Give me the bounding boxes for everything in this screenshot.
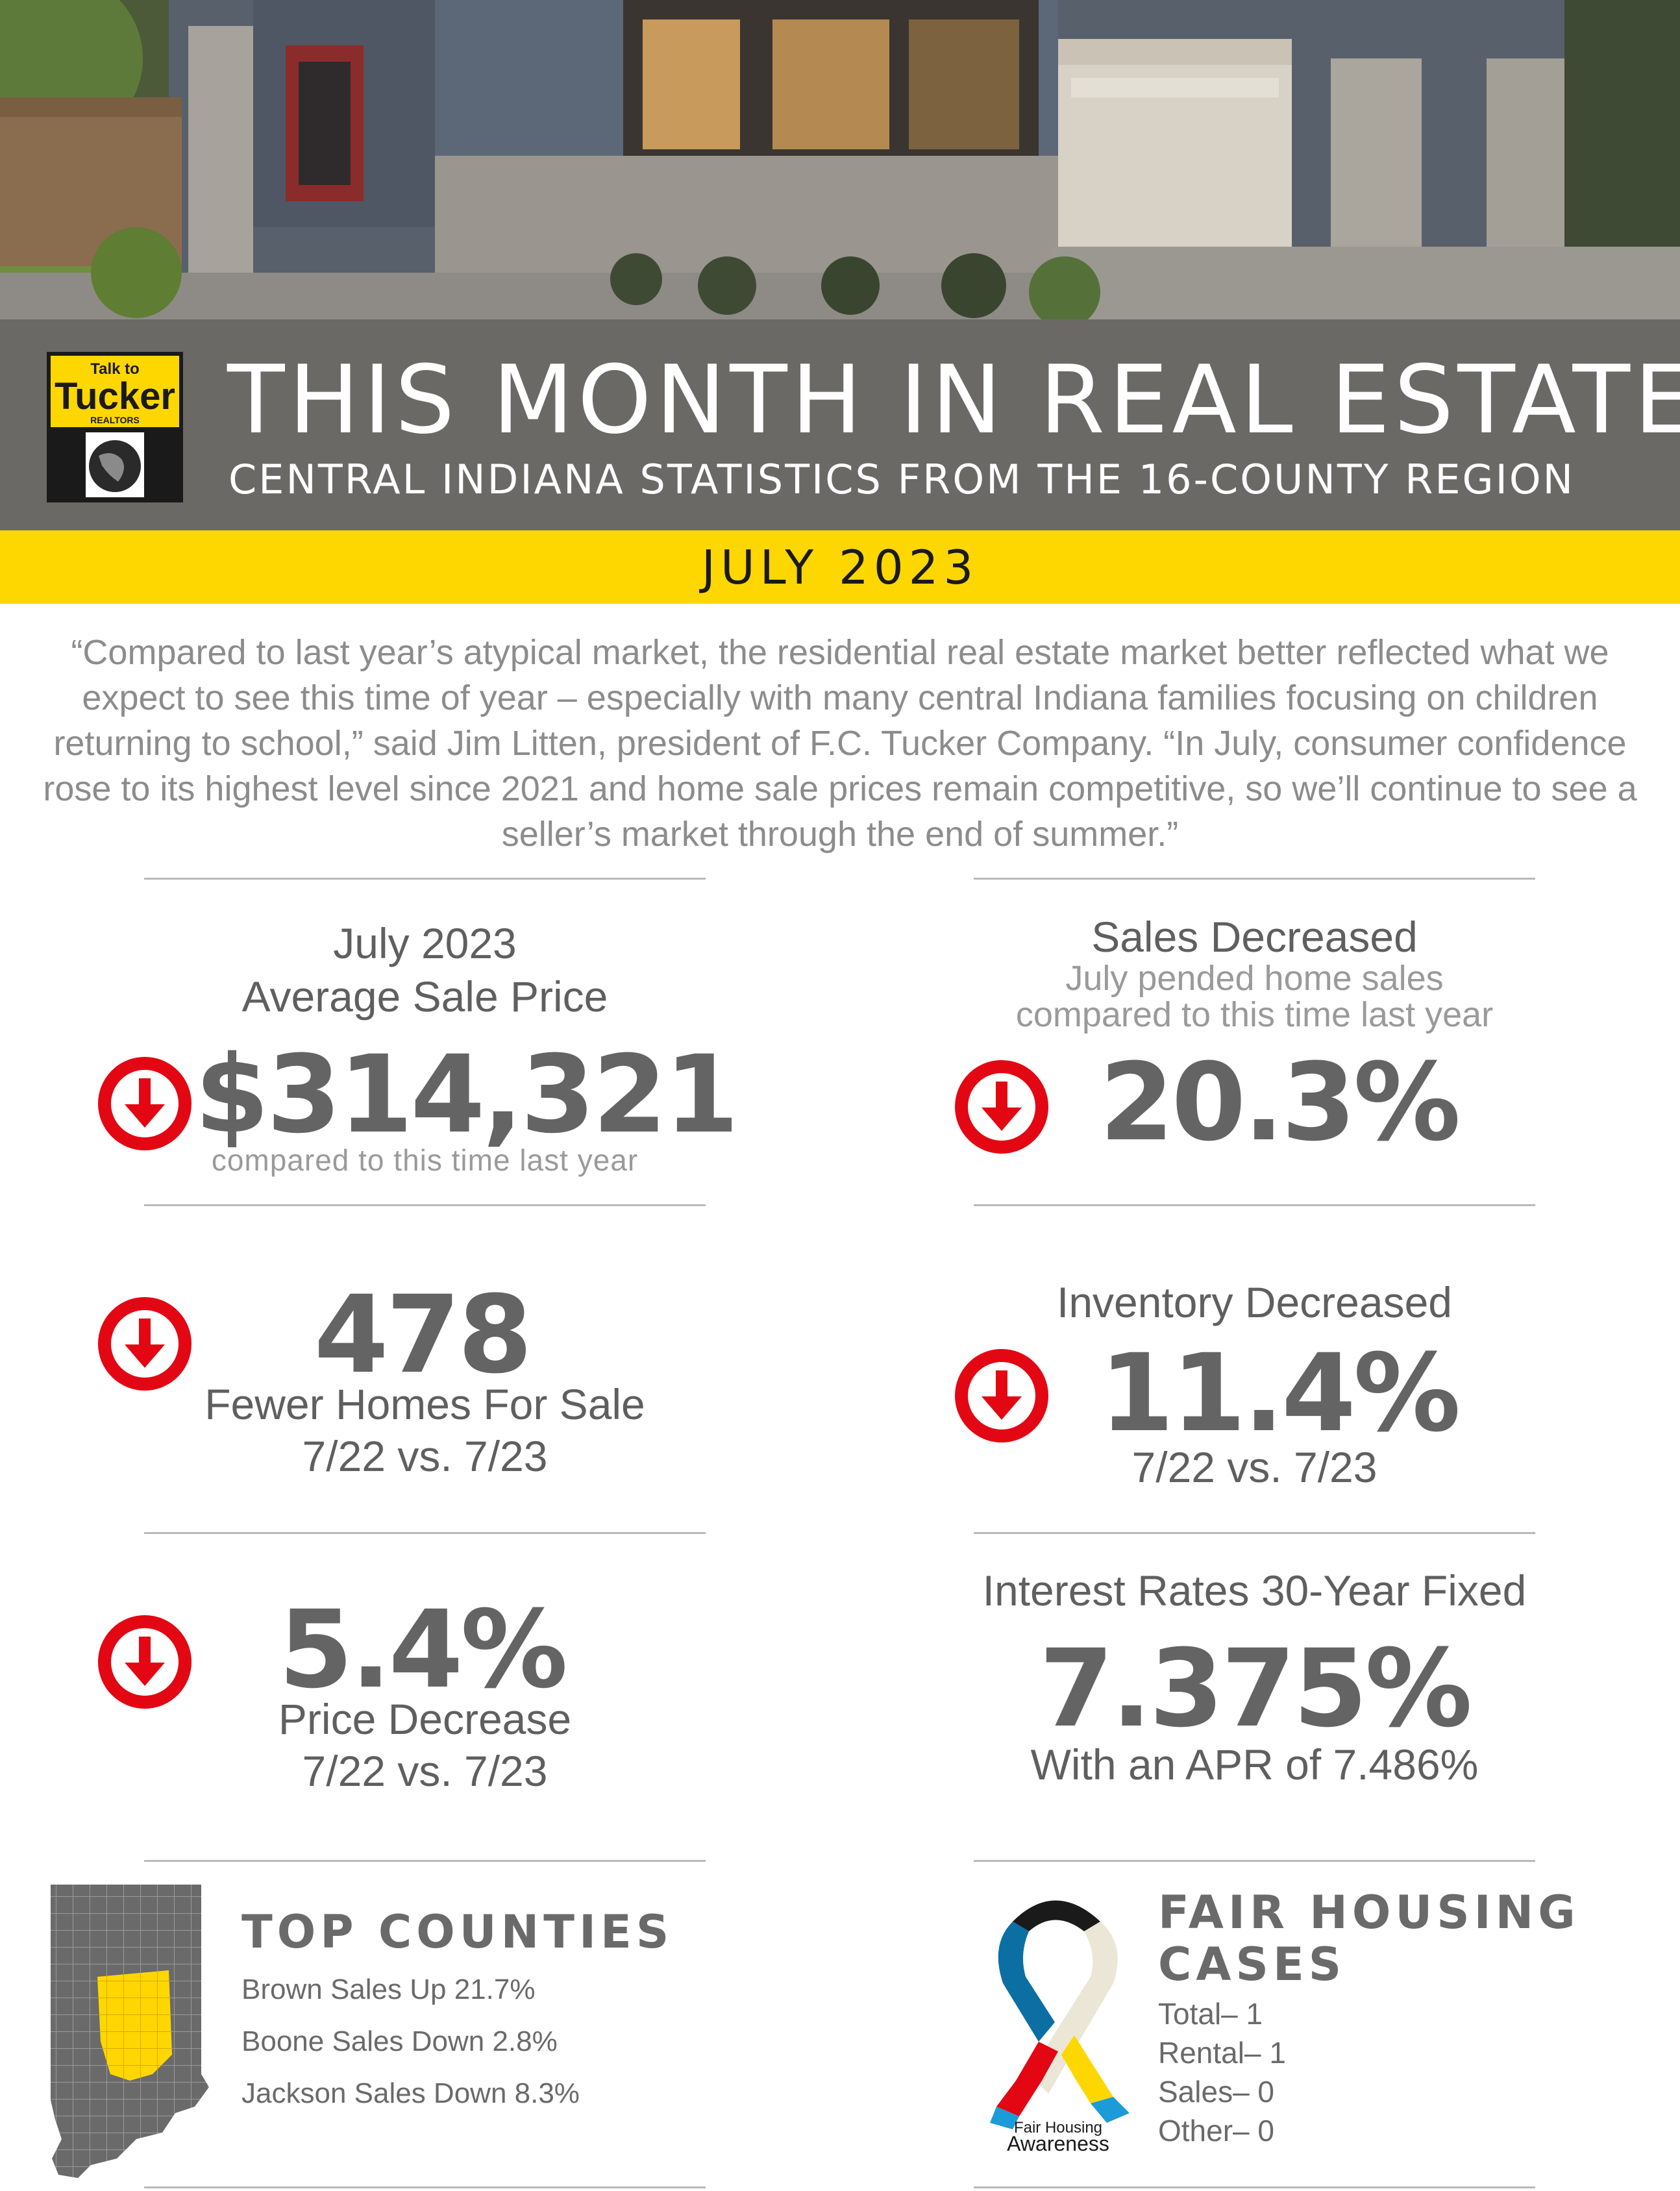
- president-quote: “Compared to last year’s atypical market…: [43, 633, 1637, 854]
- indiana-map-icon: [51, 1885, 209, 2178]
- inventory-label: Inventory Decreased: [1057, 1278, 1452, 1326]
- interest-value: 7.375%: [1039, 1626, 1472, 1751]
- inventory-value: 11.4%: [1099, 1331, 1461, 1455]
- divider: [144, 1204, 706, 1206]
- sales-sub-1: July pended home sales: [1065, 959, 1444, 998]
- price-decrease-value: 5.4%: [278, 1587, 568, 1712]
- avg-price-value: $314,321: [195, 1032, 739, 1157]
- talk-to-tucker-logo: Talk to Tucker REALTORS: [47, 352, 183, 502]
- divider: [974, 2186, 1535, 2188]
- logo-realtors-text: REALTORS: [90, 415, 140, 425]
- logo-tucker-text: Tucker: [55, 375, 175, 417]
- fair-housing-heading-1: FAIR HOUSING: [1158, 1886, 1580, 1939]
- sales-label: Sales Decreased: [1091, 913, 1418, 961]
- fewer-homes-period: 7/22 vs. 7/23: [302, 1432, 548, 1480]
- title-band: Talk to Tucker REALTORS THIS MONTH IN RE…: [0, 319, 1680, 530]
- page-title: THIS MONTH IN REAL ESTATE: [227, 345, 1680, 455]
- date-band: JULY 2023: [0, 530, 1680, 604]
- fair-housing-item: Other– 0: [1158, 2114, 1274, 2148]
- sales-value: 20.3%: [1099, 1040, 1461, 1165]
- down-arrow-icon: [955, 1060, 1048, 1154]
- divider: [144, 2186, 706, 2188]
- fewer-homes-label: Fewer Homes For Sale: [204, 1380, 645, 1428]
- sales-sub-2: compared to this time last year: [1015, 995, 1494, 1034]
- divider: [974, 878, 1535, 880]
- price-decrease-label: Price Decrease: [278, 1695, 572, 1743]
- ribbon-caption-1: Fair Housing: [1014, 2119, 1102, 2136]
- top-counties-heading: TOP COUNTIES: [241, 1905, 674, 1959]
- divider: [974, 1204, 1535, 1206]
- inventory-period: 7/22 vs. 7/23: [1131, 1443, 1377, 1491]
- report-date: JULY 2023: [701, 539, 979, 595]
- fair-housing-item: Rental– 1: [1158, 2036, 1286, 2070]
- ribbon-caption-2: Awareness: [1007, 2132, 1109, 2152]
- down-arrow-icon: [955, 1349, 1048, 1442]
- logo-talkto-text: Talk to: [90, 360, 140, 378]
- fair-housing-item: Total– 1: [1158, 1997, 1263, 2031]
- divider: [144, 878, 706, 880]
- county-item: Boone Sales Down 2.8%: [241, 2025, 558, 2057]
- down-arrow-icon: [98, 1615, 191, 1709]
- hero-photo: [0, 0, 1680, 319]
- interest-label: Interest Rates 30-Year Fixed: [982, 1566, 1527, 1615]
- avg-price-caption: compared to this time last year: [211, 1143, 639, 1177]
- page-subtitle: CENTRAL INDIANA STATISTICS FROM THE 16-C…: [229, 456, 1575, 503]
- divider: [974, 1860, 1535, 1862]
- fewer-homes-value: 478: [314, 1272, 532, 1397]
- interest-apr: With an APR of 7.486%: [1030, 1740, 1479, 1789]
- divider: [144, 1532, 706, 1534]
- avg-price-label-year: July 2023: [333, 919, 517, 967]
- county-item: Jackson Sales Down 8.3%: [241, 2077, 580, 2109]
- divider: [974, 1532, 1535, 1534]
- fair-housing-heading-2: CASES: [1158, 1938, 1346, 1991]
- down-arrow-icon: [98, 1297, 191, 1391]
- down-arrow-icon: [98, 1057, 191, 1150]
- avg-price-label: Average Sale Price: [241, 972, 608, 1021]
- price-decrease-period: 7/22 vs. 7/23: [302, 1747, 548, 1795]
- house-illustration: [0, 0, 1680, 319]
- fair-housing-ribbon-icon: Fair Housing Awareness: [990, 1900, 1130, 2152]
- fair-housing-item: Sales– 0: [1158, 2075, 1275, 2109]
- county-item: Brown Sales Up 21.7%: [241, 1974, 536, 2005]
- divider: [144, 1860, 706, 1862]
